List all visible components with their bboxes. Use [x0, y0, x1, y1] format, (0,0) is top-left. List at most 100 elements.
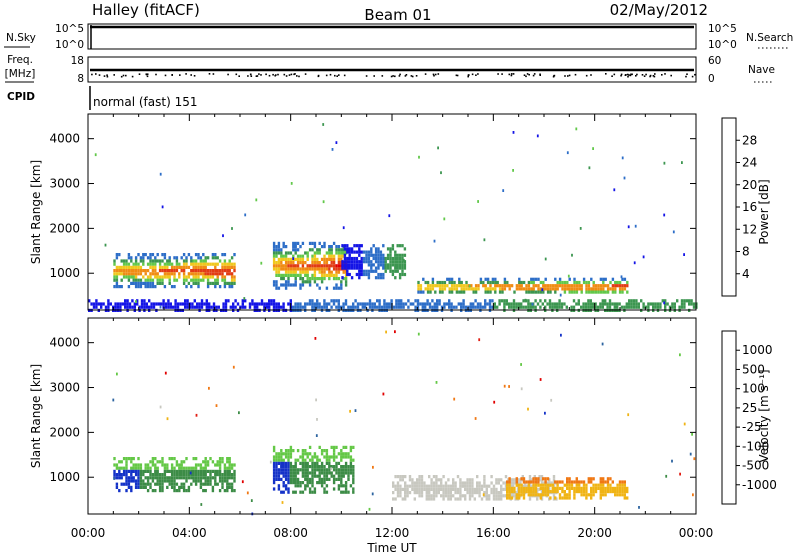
heatmap-cell — [272, 251, 276, 255]
heatmap-cell — [462, 284, 466, 288]
nsearch-tick-top: 10^5 — [708, 23, 737, 35]
heatmap-cell — [483, 478, 486, 482]
heatmap-cell — [510, 302, 513, 306]
heatmap-cell — [284, 261, 288, 265]
heatmap-cell — [358, 244, 361, 248]
heatmap-cell — [560, 305, 564, 309]
heatmap-cell — [399, 478, 402, 482]
heatmap-cell — [604, 480, 607, 484]
heatmap-cell — [599, 287, 603, 291]
heatmap-cell — [204, 265, 207, 269]
heatmap-cell — [537, 277, 540, 281]
heatmap-cell — [328, 270, 331, 274]
heatmap-cell — [301, 471, 305, 475]
heatmap-cell — [342, 305, 345, 309]
heatmap-cell — [175, 262, 179, 266]
heatmap-cell — [199, 262, 203, 266]
heatmap-cell — [161, 473, 164, 477]
heatmap-cell — [185, 278, 188, 282]
heatmap-cell — [296, 257, 300, 261]
heatmap-cell — [594, 483, 598, 487]
heatmap-cell — [180, 482, 183, 486]
heatmap-cell — [611, 287, 615, 291]
heatmap-cell — [408, 475, 412, 479]
heatmap-cell — [284, 477, 288, 481]
heatmap-cell — [360, 256, 363, 261]
heatmap-cell — [182, 460, 186, 464]
heatmap-cell — [401, 269, 404, 273]
heatmap-cell — [527, 284, 531, 288]
nave-point — [95, 73, 97, 75]
x-tick-label: 00:00 — [71, 526, 106, 540]
heatmap-cell — [342, 452, 345, 456]
heatmap-cell — [352, 465, 355, 469]
heatmap-cell — [275, 248, 278, 252]
heatmap-cell — [313, 468, 317, 472]
heatmap-cell — [492, 491, 496, 495]
heatmap-cell — [316, 299, 319, 303]
heatmap-cell — [589, 299, 592, 303]
heatmap-cell — [450, 287, 454, 291]
heatmap-cell — [430, 497, 433, 501]
heatmap-cell — [432, 491, 436, 495]
heatmap-cell — [525, 284, 528, 288]
heatmap-cell — [342, 474, 345, 478]
heatmap-cell — [190, 269, 193, 273]
heatmap-cell — [484, 302, 487, 306]
heatmap-cell — [585, 486, 588, 490]
heatmap-cell — [332, 468, 336, 472]
heatmap-cell — [486, 277, 490, 281]
heatmap-cell — [379, 276, 383, 280]
heatmap-cell — [323, 490, 326, 494]
heatmap-cell — [337, 261, 341, 265]
heatmap-cell — [304, 468, 307, 472]
heatmap-cell — [485, 494, 488, 498]
heatmap-cell — [134, 256, 138, 260]
heatmap-cell — [359, 302, 362, 306]
heatmap-cell — [611, 490, 614, 494]
heatmap-cell — [340, 484, 343, 488]
heatmap-cell — [124, 302, 127, 306]
heatmap-cell — [318, 471, 321, 475]
heatmap-cell — [159, 172, 162, 176]
heatmap-cell — [512, 299, 516, 303]
heatmap-cell — [587, 290, 591, 294]
heatmap-cell — [152, 302, 156, 306]
heatmap-cell — [316, 261, 319, 265]
heatmap-cell — [284, 468, 288, 472]
heatmap-cell — [149, 469, 152, 473]
heatmap-cell — [394, 487, 397, 491]
heatmap-cell — [558, 302, 561, 306]
heatmap-cell — [342, 455, 345, 459]
heatmap-cell — [132, 469, 135, 473]
heatmap-cell — [476, 475, 479, 479]
heatmap-cell — [434, 290, 437, 294]
heatmap-cell — [527, 407, 529, 411]
heatmap-cell — [352, 490, 355, 494]
heatmap-cell — [556, 302, 559, 306]
heatmap-cell — [289, 267, 293, 271]
heatmap-cell — [477, 284, 480, 288]
heatmap-cell — [316, 458, 319, 462]
heatmap-cell — [282, 465, 285, 469]
heatmap-cell — [548, 299, 552, 303]
heatmap-cell — [372, 465, 374, 469]
nave-point — [645, 73, 647, 76]
heatmap-cell — [182, 469, 186, 473]
heatmap-cell — [268, 305, 271, 309]
heatmap-cell — [519, 481, 522, 485]
heatmap-cell — [544, 493, 547, 497]
heatmap-cell — [134, 269, 138, 273]
heatmap-cell — [226, 479, 229, 483]
heatmap-cell — [542, 493, 545, 497]
heatmap-cell — [241, 299, 244, 303]
heatmap-cell — [332, 254, 336, 258]
nave-point — [652, 75, 655, 77]
heatmap-cell — [530, 486, 533, 490]
heatmap-cell — [330, 245, 333, 249]
heatmap-cell — [506, 490, 509, 494]
heatmap-cell — [347, 471, 350, 475]
heatmap-cell — [170, 466, 174, 470]
heatmap-cell — [389, 266, 392, 270]
nave-point — [255, 75, 258, 77]
